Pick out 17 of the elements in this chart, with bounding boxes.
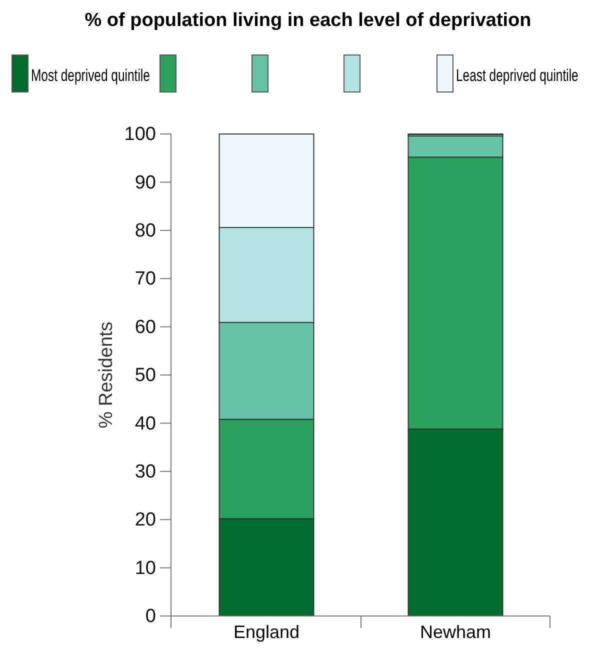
legend-label: Most deprived quintile bbox=[31, 67, 150, 86]
legend-label: Least deprived quintile bbox=[456, 67, 578, 86]
y-tick-label: 50 bbox=[134, 365, 156, 386]
y-tick-label: 70 bbox=[134, 268, 156, 290]
y-tick-label: 80 bbox=[134, 220, 156, 242]
y-tick-label: 20 bbox=[134, 510, 156, 531]
y-tick-label: 90 bbox=[134, 172, 156, 194]
y-tick-label: 40 bbox=[134, 413, 156, 434]
chart-title: % of population living in each level of deprivation bbox=[84, 10, 532, 31]
y-tick-label: 0 bbox=[145, 606, 156, 628]
y-tick-label: 10 bbox=[134, 558, 156, 579]
y-axis-title: % Residents bbox=[96, 322, 117, 428]
y-tick-label: 30 bbox=[134, 461, 156, 482]
y-tick-label: 60 bbox=[134, 316, 156, 338]
x-tick-label: England bbox=[233, 622, 300, 642]
x-tick-label: Newham bbox=[420, 622, 492, 642]
y-tick-label: 100 bbox=[124, 124, 156, 146]
